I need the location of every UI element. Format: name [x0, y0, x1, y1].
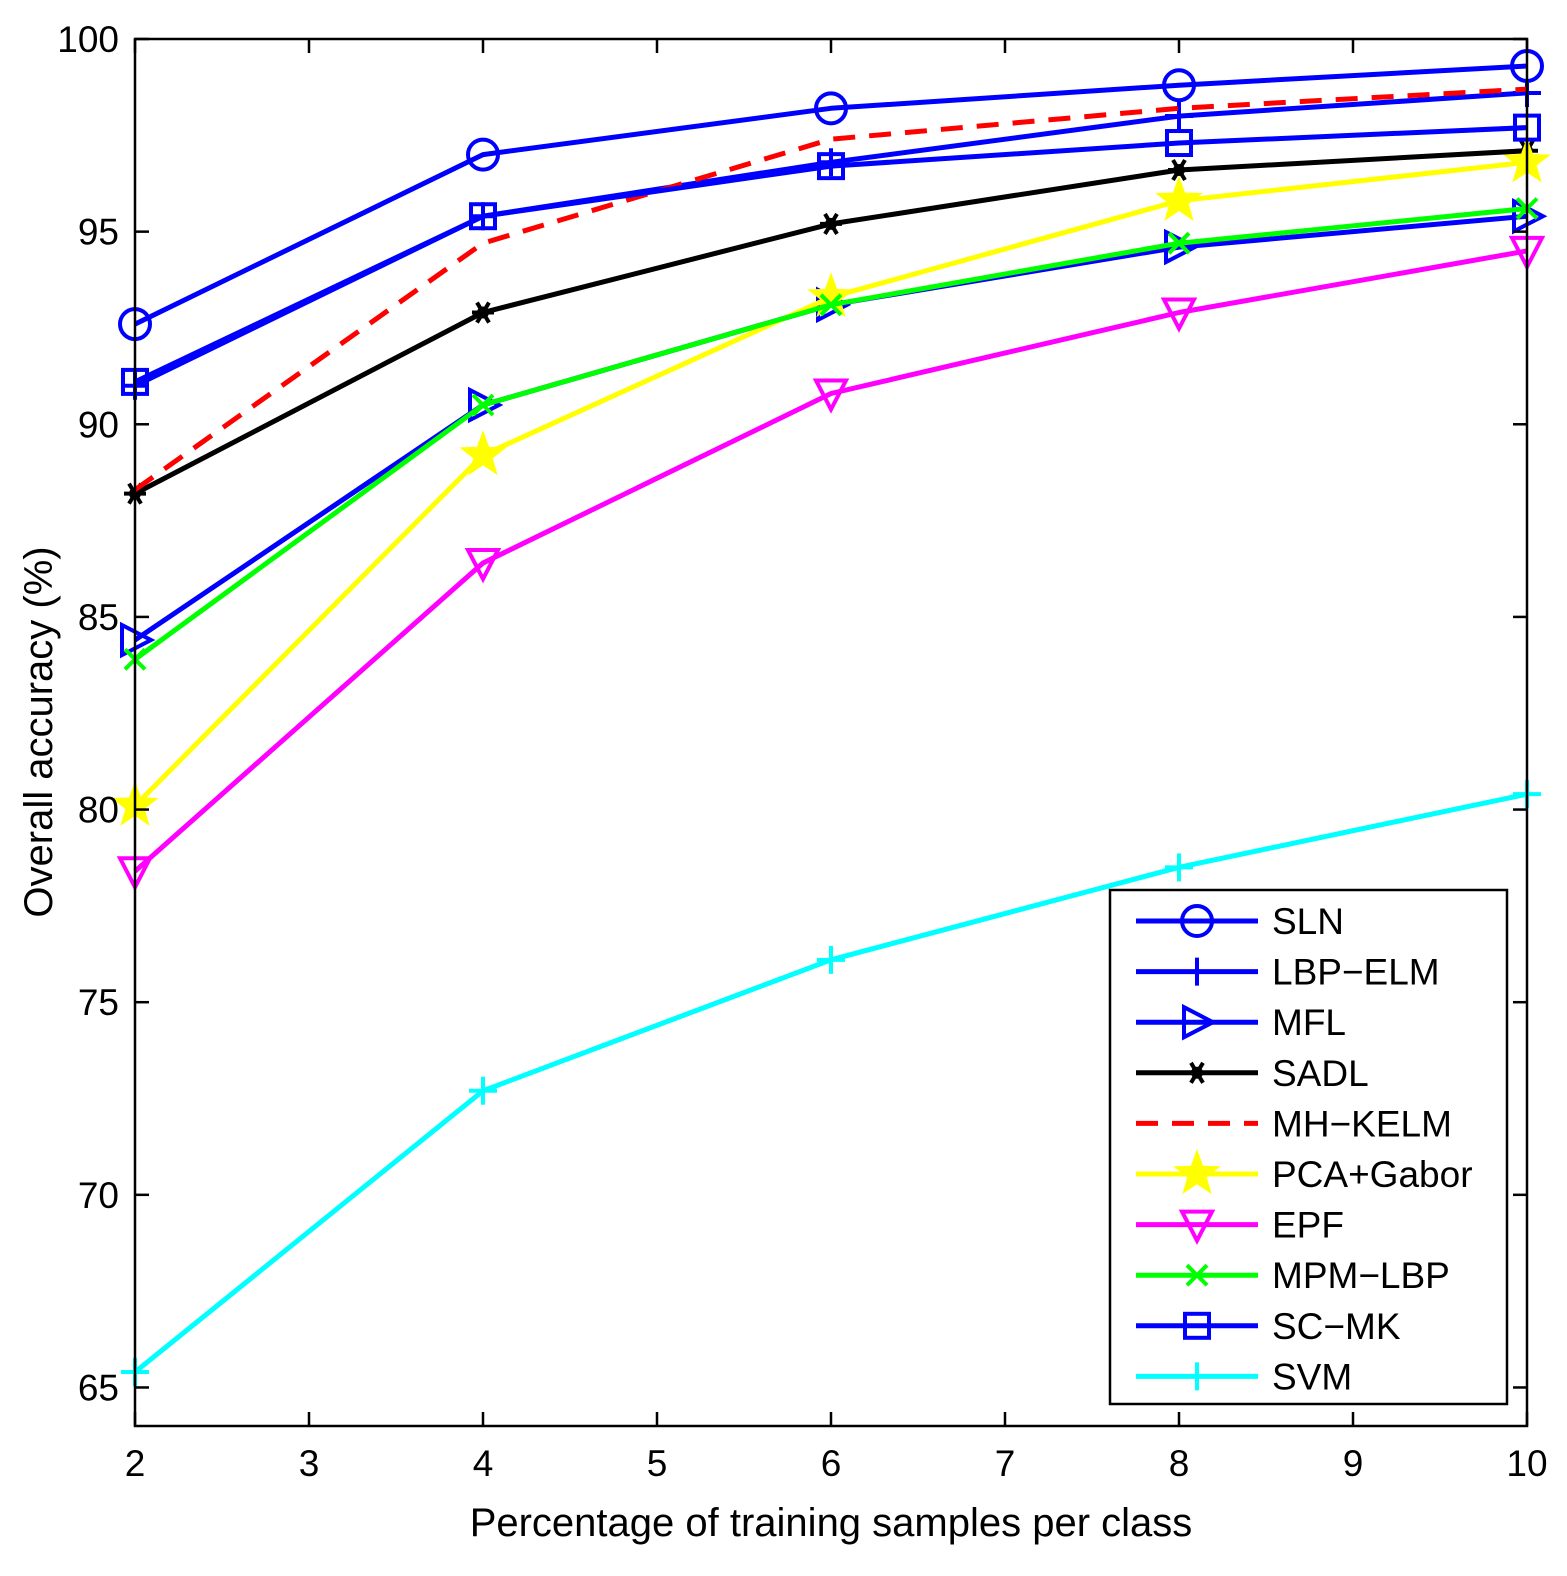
- legend-marker: [1191, 1066, 1203, 1079]
- x-tick-label: 10: [1506, 1443, 1547, 1484]
- data-point: [817, 152, 845, 181]
- legend-entry: SADL: [1136, 1053, 1369, 1094]
- x-tick-label: 9: [1343, 1443, 1364, 1484]
- data-point: [825, 217, 837, 230]
- data-point: [1160, 297, 1198, 333]
- series-line: [133, 248, 1528, 874]
- data-point: [1162, 68, 1196, 103]
- legend-label: PCA+Gabor: [1272, 1154, 1473, 1195]
- data-point: [819, 293, 843, 317]
- data-point: [1167, 231, 1191, 255]
- legend-label: MH−KELM: [1272, 1103, 1452, 1144]
- data-point: [469, 1076, 497, 1105]
- legend-entry: LBP−ELM: [1136, 952, 1440, 993]
- legend-marker: [1183, 957, 1211, 986]
- legend-marker: [1185, 1263, 1209, 1287]
- legend-entry: EPF: [1136, 1205, 1344, 1246]
- data-point: [477, 306, 489, 319]
- legend-marker: [1178, 1209, 1216, 1245]
- legend-label: SADL: [1272, 1053, 1369, 1094]
- legend-label: MPM−LBP: [1272, 1255, 1450, 1296]
- data-point: [471, 393, 495, 417]
- legend-marker: [1183, 1311, 1211, 1340]
- data-point: [459, 430, 507, 476]
- data-point: [120, 621, 156, 659]
- x-tick-label: 4: [473, 1443, 494, 1484]
- legend-entry: MFL: [1136, 1002, 1346, 1043]
- legend-label: SLN: [1272, 901, 1344, 942]
- legend-entry: SC−MK: [1136, 1306, 1401, 1347]
- data-point: [466, 137, 500, 172]
- x-tick-label: 7: [995, 1443, 1016, 1484]
- legend-entry: SVM: [1136, 1356, 1352, 1397]
- data-point: [468, 386, 504, 424]
- legend-entry: PCA+Gabor: [1136, 1149, 1473, 1195]
- series-line: [133, 63, 1528, 327]
- tick-layer: 2 3 4 5 6 7 8 9 10 65 70 75 80 85 90 95 100: [57, 19, 1547, 1484]
- legend-marker: [1182, 1003, 1218, 1041]
- data-point: [1165, 102, 1193, 131]
- y-tick-label: 100: [57, 19, 119, 60]
- x-tick-label: 8: [1169, 1443, 1190, 1484]
- legend-label: MFL: [1272, 1002, 1346, 1043]
- legend-marker: [1180, 904, 1214, 938]
- y-tick-label: 85: [78, 597, 119, 638]
- series-line: [133, 125, 1528, 385]
- y-axis-label: Overall accuracy (%): [17, 546, 61, 917]
- legend-entry: MPM−LBP: [1136, 1255, 1450, 1296]
- y-tick-label: 65: [78, 1367, 119, 1408]
- data-point: [1173, 163, 1185, 176]
- y-tick-label: 80: [78, 790, 119, 831]
- data-point: [469, 202, 497, 231]
- series-layer: [111, 48, 1551, 1387]
- y-tick-label: 75: [78, 982, 119, 1023]
- y-tick-label: 70: [78, 1175, 119, 1216]
- data-point: [812, 378, 850, 414]
- legend-marker: [1183, 1362, 1211, 1391]
- legend-box: [1108, 888, 1509, 1406]
- legend-entry: SLN: [1136, 901, 1344, 942]
- data-point: [1165, 853, 1193, 882]
- legend-label: SC−MK: [1272, 1306, 1401, 1347]
- x-tick-label: 6: [821, 1443, 842, 1484]
- x-tick-label: 2: [125, 1443, 146, 1484]
- y-tick-label: 95: [78, 212, 119, 253]
- legend: SLN LBP−ELM MFL SADL MH−KELM PCA+Gabor EPF MPM−…: [1108, 888, 1509, 1406]
- legend-label: LBP−ELM: [1272, 952, 1440, 993]
- legend-label: SVM: [1272, 1356, 1352, 1397]
- legend-label: EPF: [1272, 1205, 1344, 1246]
- x-tick-label: 3: [299, 1443, 320, 1484]
- x-axis-label: Percentage of training samples per class: [470, 1501, 1193, 1545]
- data-point: [814, 91, 848, 126]
- series-3: [124, 139, 1538, 505]
- y-tick-label: 90: [78, 404, 119, 445]
- data-point: [817, 945, 845, 974]
- legend-entry: MH−KELM: [1136, 1103, 1452, 1144]
- data-point: [1165, 129, 1193, 158]
- legend-marker: [1173, 1149, 1221, 1195]
- data-point: [1155, 175, 1203, 221]
- x-tick-label: 5: [647, 1443, 668, 1484]
- data-point: [464, 547, 502, 584]
